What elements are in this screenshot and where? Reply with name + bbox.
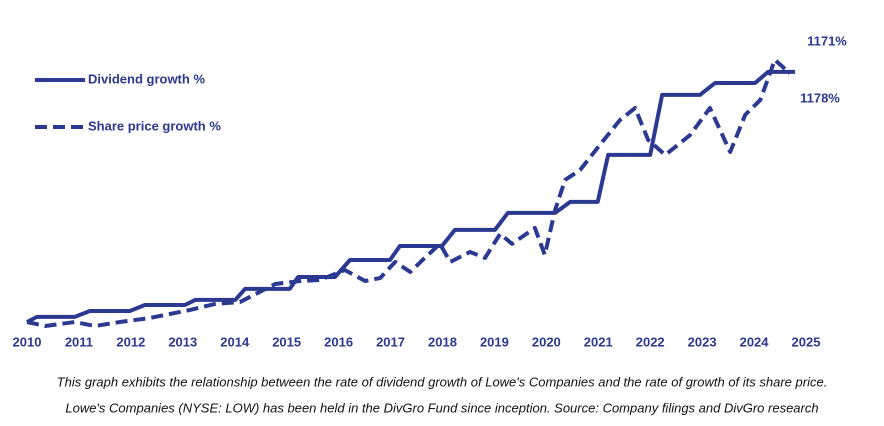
x-tick-label: 2014: [220, 334, 250, 349]
x-tick-label: 2019: [480, 334, 509, 349]
caption: This graph exhibits the relationship bet…: [57, 374, 828, 389]
x-tick-label: 2016: [324, 334, 353, 349]
series-line: [26, 57, 792, 329]
x-tick-label: 2020: [532, 334, 561, 349]
x-tick-label: 2011: [65, 334, 93, 349]
x-tick-label: 2017: [376, 334, 405, 349]
legend-label: Dividend growth %: [88, 71, 205, 86]
x-tick-label: 2010: [13, 334, 42, 349]
x-tick-label: 2013: [168, 334, 197, 349]
x-tick-label: 2015: [272, 334, 301, 349]
x-tick-label: 2023: [688, 334, 717, 349]
x-tick-label: 2021: [584, 334, 613, 349]
caption: Lowe's Companies (NYSE: LOW) has been he…: [65, 400, 818, 415]
series-line: [26, 69, 796, 324]
x-tick-label: 2024: [740, 334, 770, 349]
legend-label: Share price growth %: [88, 118, 221, 133]
x-tick-label: 2025: [792, 334, 821, 349]
annotation: 1171%: [807, 33, 847, 48]
x-tick-label: 2018: [428, 334, 457, 349]
x-tick-label: 2012: [116, 334, 145, 349]
x-tick-label: 2022: [636, 334, 665, 349]
annotation: 1178%: [800, 90, 840, 105]
